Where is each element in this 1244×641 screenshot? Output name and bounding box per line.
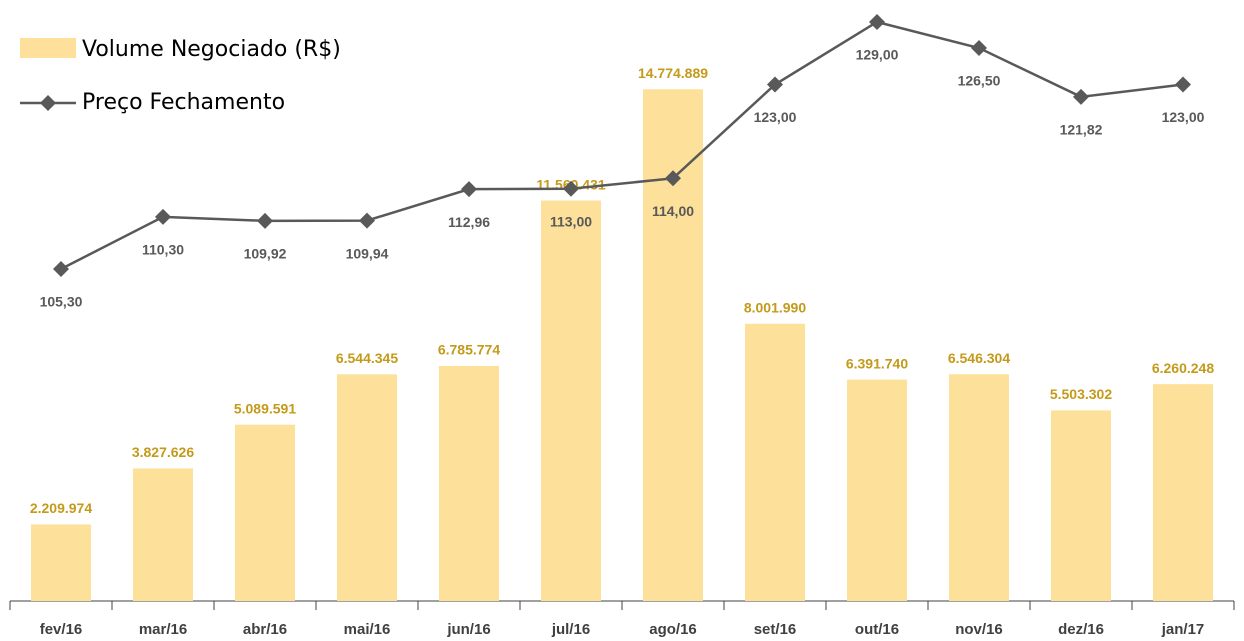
legend-swatch: [20, 38, 76, 58]
x-tick-label: dez/16: [1058, 621, 1104, 638]
x-tick-label: abr/16: [243, 621, 287, 638]
bar-label: 3.827.626: [132, 444, 194, 460]
point-label: 113,00: [550, 213, 592, 229]
x-tick-label: mar/16: [139, 621, 187, 638]
point: [971, 40, 987, 57]
bar-label: 5.089.591: [234, 400, 296, 416]
x-tick-label: out/16: [855, 621, 899, 638]
point-label: 129,00: [856, 47, 899, 63]
bar-label: 5.503.302: [1050, 386, 1112, 402]
legend-label: Preço Fechamento: [82, 90, 285, 115]
bar: [133, 468, 193, 601]
point: [155, 208, 171, 225]
point: [1175, 76, 1191, 93]
bar: [439, 365, 499, 601]
point: [53, 260, 69, 277]
point-label: 121,82: [1060, 122, 1103, 138]
point: [359, 212, 375, 229]
point-label: 110,30: [142, 242, 184, 258]
bar: [949, 374, 1009, 601]
legend-marker: [40, 95, 56, 111]
point: [869, 13, 885, 30]
bar-label: 6.785.774: [438, 342, 500, 358]
point: [1073, 88, 1089, 105]
bar: [643, 89, 703, 602]
x-tick-label: jul/16: [551, 621, 590, 638]
point: [461, 181, 477, 198]
point-label: 114,00: [652, 203, 694, 219]
point-label: 112,96: [448, 214, 490, 230]
bar-label: 6.546.304: [948, 350, 1010, 366]
x-tick-label: jan/17: [1161, 621, 1205, 638]
bar: [541, 200, 601, 602]
point-label: 123,00: [1162, 109, 1205, 125]
x-tick-label: jun/16: [446, 621, 490, 638]
x-tick-label: set/16: [754, 621, 797, 638]
point-label: 109,94: [346, 245, 389, 261]
bar: [1153, 384, 1213, 601]
bar-label: 6.544.345: [336, 350, 398, 366]
point-label: 109,92: [244, 246, 287, 262]
bar-label: 8.001.990: [744, 300, 806, 316]
bar: [847, 379, 907, 601]
point-label: 126,50: [958, 73, 1001, 89]
bar: [1051, 410, 1111, 601]
price-line: [60, 20, 1184, 271]
bar-label: 2.209.974: [30, 500, 92, 516]
x-tick-label: ago/16: [649, 621, 697, 638]
x-tick-label: fev/16: [40, 621, 83, 638]
bar: [31, 524, 91, 601]
point: [563, 180, 579, 197]
legend-label: Volume Negociado (R$): [82, 37, 341, 62]
bar: [337, 374, 397, 601]
point-label: 105,30: [40, 294, 83, 310]
point: [767, 76, 783, 93]
bar-label: 6.260.248: [1152, 360, 1214, 376]
bar-label: 14.774.889: [638, 65, 708, 81]
point-label: 123,00: [754, 109, 797, 125]
bar: [745, 323, 805, 601]
point: [665, 170, 681, 187]
bar-label: 6.391.740: [846, 355, 908, 371]
legend: Volume Negociado (R$) Preço Fechamento: [20, 37, 341, 115]
x-tick-label: nov/16: [955, 621, 1003, 638]
x-tick-label: mai/16: [344, 621, 391, 638]
bar: [235, 424, 295, 601]
point: [257, 212, 273, 229]
